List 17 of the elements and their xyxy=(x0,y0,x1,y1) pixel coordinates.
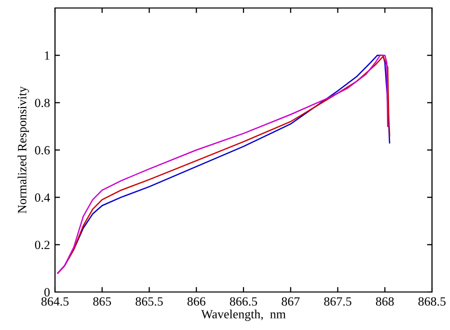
y-axis-title: Normalized Responsivity xyxy=(18,86,29,214)
x-tick-label: 865.5 xyxy=(136,297,163,306)
x-tick-label: 864.5 xyxy=(41,297,69,306)
x-tick-label: 868 xyxy=(376,297,394,306)
x-tick-label: 866 xyxy=(187,297,206,306)
y-tick-label: 0.6 xyxy=(34,146,50,155)
y-tick-label: 1 xyxy=(44,51,50,60)
y-tick-label: 0.8 xyxy=(34,98,50,108)
y-tick-label: 0 xyxy=(44,288,50,296)
x-tick-label: 868.5 xyxy=(418,297,446,306)
x-tick-label: 865 xyxy=(93,297,112,306)
x-tick-label: 867 xyxy=(282,297,300,306)
y-tick-label: 0.4 xyxy=(34,193,50,202)
y-tick-label: 0.2 xyxy=(34,240,50,250)
x-axis-title: Wavelength, nm xyxy=(201,310,286,321)
x-tick-label: 866.5 xyxy=(230,297,258,306)
x-tick-label: 867.5 xyxy=(324,297,352,306)
